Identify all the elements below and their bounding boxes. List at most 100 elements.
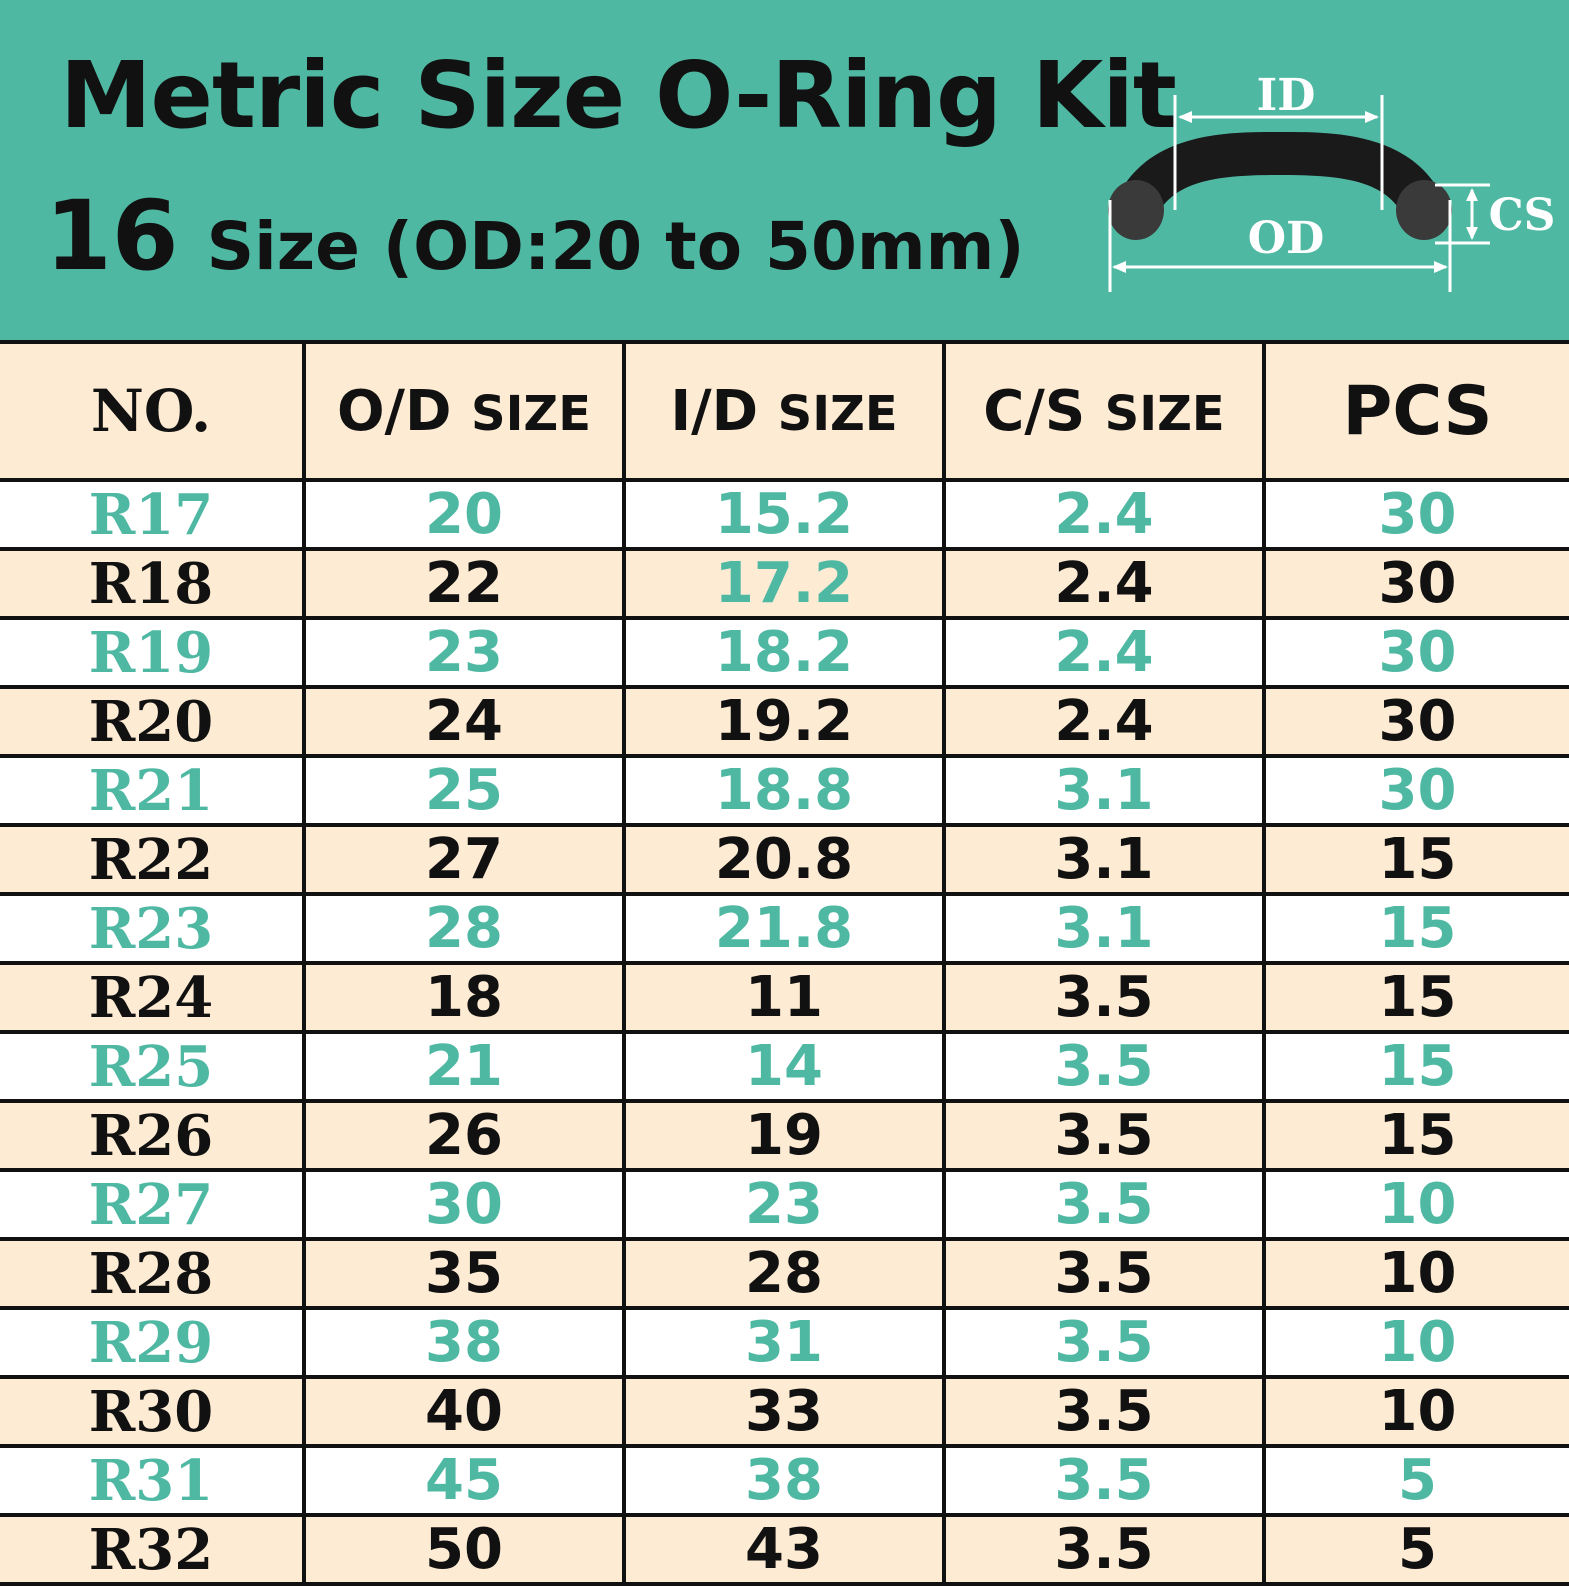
cell-id: 14: [622, 1030, 946, 1103]
cell-pcs: 10: [1262, 1306, 1569, 1379]
cs-label: CS: [1489, 190, 1556, 241]
table-row: R24 18 11 3.5 15: [0, 961, 1569, 1034]
header-banner: Metric Size O-Ring Kit 16 Size (OD:20 to …: [0, 0, 1569, 340]
cell-od: 40: [302, 1375, 626, 1448]
page-subtitle: 16 Size (OD:20 to 50mm): [45, 180, 1025, 292]
cell-no: R19: [0, 616, 306, 689]
cell-od: 27: [302, 823, 626, 896]
cell-id: 19: [622, 1099, 946, 1172]
cell-id: 17.2: [622, 547, 946, 620]
cell-cs: 3.5: [942, 1099, 1266, 1172]
size-range: Size (OD:20 to 50mm): [206, 208, 1025, 285]
table-row: R18 22 17.2 2.4 30: [0, 547, 1569, 620]
cell-pcs: 30: [1262, 685, 1569, 758]
cell-cs: 3.5: [942, 1030, 1266, 1103]
cell-pcs: 30: [1262, 616, 1569, 689]
cell-no: R25: [0, 1030, 306, 1103]
cell-id: 18.8: [622, 754, 946, 827]
cell-cs: 3.5: [942, 1513, 1266, 1586]
cell-od: 25: [302, 754, 626, 827]
cell-pcs: 10: [1262, 1375, 1569, 1448]
page-title: Metric Size O-Ring Kit: [60, 42, 1177, 149]
od-label: OD: [1248, 213, 1324, 264]
cell-pcs: 15: [1262, 823, 1569, 896]
cell-od: 50: [302, 1513, 626, 1586]
cell-no: R20: [0, 685, 306, 758]
cell-no: R28: [0, 1237, 306, 1310]
cell-od: 30: [302, 1168, 626, 1241]
cell-no: R17: [0, 478, 306, 551]
cell-cs: 2.4: [942, 616, 1266, 689]
cell-id: 19.2: [622, 685, 946, 758]
cell-cs: 3.5: [942, 1444, 1266, 1517]
cell-pcs: 10: [1262, 1168, 1569, 1241]
cell-od: 20: [302, 478, 626, 551]
o-ring-diagram: ID OD CS: [1108, 70, 1556, 292]
cell-cs: 3.1: [942, 823, 1266, 896]
cell-id: 21.8: [622, 892, 946, 965]
cell-od: 23: [302, 616, 626, 689]
cell-pcs: 30: [1262, 754, 1569, 827]
cell-cs: 3.5: [942, 1375, 1266, 1448]
cell-pcs: 15: [1262, 1030, 1569, 1103]
cell-cs: 3.1: [942, 754, 1266, 827]
cell-od: 35: [302, 1237, 626, 1310]
o-ring-left-section: [1108, 180, 1164, 240]
cell-no: R30: [0, 1375, 306, 1448]
cell-od: 45: [302, 1444, 626, 1517]
table-row: R20 24 19.2 2.4 30: [0, 685, 1569, 758]
cell-od: 22: [302, 547, 626, 620]
table-row: R28 35 28 3.5 10: [0, 1237, 1569, 1310]
cell-pcs: 5: [1262, 1513, 1569, 1586]
col-header-no: NO.: [0, 340, 306, 482]
cell-no: R24: [0, 961, 306, 1034]
cell-no: R32: [0, 1513, 306, 1586]
oring-size-table: NO. O/D SIZE I/D SIZE C/S SIZE PCS R17 20…: [0, 340, 1569, 1586]
cell-id: 31: [622, 1306, 946, 1379]
cell-od: 38: [302, 1306, 626, 1379]
col-header-id: I/D SIZE: [622, 340, 946, 482]
cell-no: R23: [0, 892, 306, 965]
col-header-cs: C/S SIZE: [942, 340, 1266, 482]
table-row: R19 23 18.2 2.4 30: [0, 616, 1569, 689]
cell-no: R31: [0, 1444, 306, 1517]
cell-cs: 2.4: [942, 547, 1266, 620]
cell-pcs: 15: [1262, 961, 1569, 1034]
cell-pcs: 15: [1262, 1099, 1569, 1172]
table-row: R26 26 19 3.5 15: [0, 1099, 1569, 1172]
cell-id: 38: [622, 1444, 946, 1517]
table-row: R27 30 23 3.5 10: [0, 1168, 1569, 1241]
id-label: ID: [1257, 70, 1316, 121]
table-row: R23 28 21.8 3.1 15: [0, 892, 1569, 965]
table-header-row: NO. O/D SIZE I/D SIZE C/S SIZE PCS: [0, 340, 1569, 482]
o-ring-right-section: [1396, 180, 1452, 240]
table-row: R17 20 15.2 2.4 30: [0, 478, 1569, 551]
size-count: 16: [45, 180, 179, 292]
table-row: R32 50 43 3.5 5: [0, 1513, 1569, 1586]
cell-pcs: 15: [1262, 892, 1569, 965]
o-ring-arc: [1112, 131, 1448, 210]
table-row: R31 45 38 3.5 5: [0, 1444, 1569, 1517]
cell-pcs: 30: [1262, 478, 1569, 551]
cell-cs: 3.1: [942, 892, 1266, 965]
cell-id: 18.2: [622, 616, 946, 689]
cell-id: 33: [622, 1375, 946, 1448]
cell-cs: 3.5: [942, 1306, 1266, 1379]
cell-id: 15.2: [622, 478, 946, 551]
table-row: R22 27 20.8 3.1 15: [0, 823, 1569, 896]
cell-cs: 2.4: [942, 685, 1266, 758]
cell-no: R18: [0, 547, 306, 620]
cell-od: 18: [302, 961, 626, 1034]
cell-id: 20.8: [622, 823, 946, 896]
cell-no: R21: [0, 754, 306, 827]
cell-no: R27: [0, 1168, 306, 1241]
cell-no: R29: [0, 1306, 306, 1379]
table-row: R25 21 14 3.5 15: [0, 1030, 1569, 1103]
cell-od: 24: [302, 685, 626, 758]
cell-id: 43: [622, 1513, 946, 1586]
cell-pcs: 30: [1262, 547, 1569, 620]
table-row: R30 40 33 3.5 10: [0, 1375, 1569, 1448]
cell-cs: 3.5: [942, 961, 1266, 1034]
cell-cs: 3.5: [942, 1168, 1266, 1241]
cell-no: R22: [0, 823, 306, 896]
